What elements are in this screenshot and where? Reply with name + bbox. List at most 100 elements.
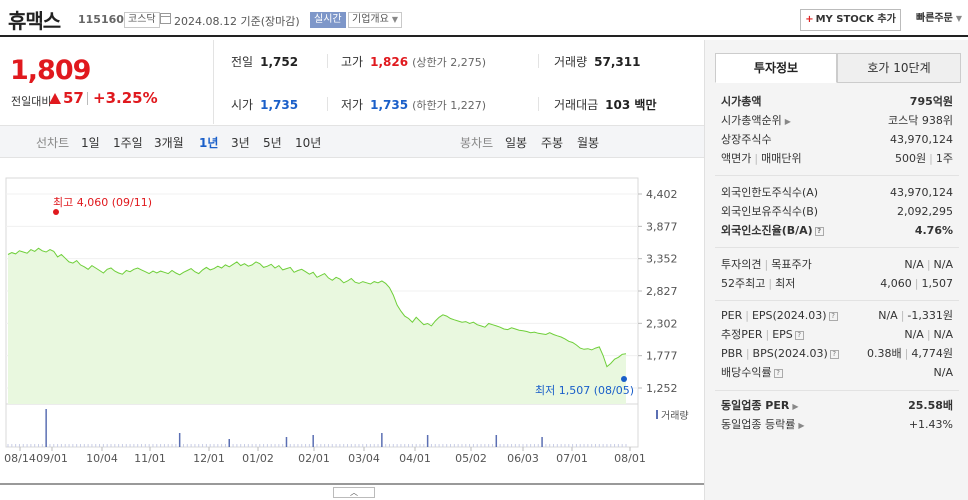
dividend-row: 배당수익률? N/A	[721, 365, 953, 381]
company-info-label: 기업개요	[352, 14, 389, 25]
week52-high-value: 4,060	[880, 277, 912, 290]
open-label: 시가	[231, 98, 254, 112]
prev-close-value: 1,752	[260, 55, 299, 69]
period-1w[interactable]: 1주일	[113, 136, 143, 150]
stock-code: 115160	[78, 13, 124, 26]
price-line	[7, 247, 627, 368]
stock-name: 휴맥스	[8, 9, 61, 33]
lower-limit: (하한가 1,227)	[412, 99, 486, 112]
company-info-dropdown[interactable]: 기업개요 ▼	[348, 12, 402, 28]
divider	[327, 54, 328, 68]
y-tick-label: 1,777	[646, 350, 678, 363]
foreign-ratio-label: 외국인소진율(B/A)	[721, 224, 813, 237]
base-date: 2024.08.12 기준(장마감)	[174, 15, 300, 28]
max-marker	[53, 209, 59, 215]
y-tick-label: 2,302	[646, 317, 678, 330]
investment-info-panel: 투자정보 호가 10단계 시가총액 795억원 시가총액순위 ▶ 코스닥 938위…	[704, 40, 968, 500]
price-change: 57	[63, 89, 84, 107]
tab-order-book[interactable]: 호가 10단계	[837, 53, 961, 83]
x-tick-label: 07/01	[556, 452, 588, 465]
divider	[715, 390, 959, 391]
x-tick-label: 08/01	[614, 452, 646, 465]
period-3y[interactable]: 3년	[231, 136, 250, 150]
foreign-hold-label: 외국인보유주식수(B)	[721, 205, 819, 218]
foreign-hold-row: 외국인보유주식수(B) 2,092,295	[721, 204, 953, 220]
period-5y[interactable]: 5년	[263, 136, 282, 150]
candle-weekly[interactable]: 주봉	[541, 136, 564, 150]
volume-value: 57,311	[594, 55, 641, 69]
volume-legend-swatch	[656, 410, 658, 419]
info-icon[interactable]: ?	[829, 350, 839, 359]
chevron-down-icon: ▼	[391, 15, 398, 24]
chevron-right-icon[interactable]: ▶	[784, 117, 791, 126]
target-label: 목표주가	[771, 258, 812, 271]
x-tick-label: 10/04	[86, 452, 118, 465]
period-1d[interactable]: 1일	[81, 136, 100, 150]
amount-value: 103 백만	[605, 98, 657, 112]
calendar-icon	[160, 13, 171, 24]
info-icon[interactable]: ?	[828, 312, 838, 321]
sector-per-value: 25.58배	[908, 399, 953, 412]
my-stock-label: MY STOCK 추가	[815, 14, 896, 25]
x-tick-label: 12/01	[193, 452, 225, 465]
volume-plot-frame	[5, 403, 639, 448]
divider	[715, 300, 959, 301]
sector-rate-label: 동일업종 등락률	[721, 418, 796, 431]
pbr-bps-row: PBR | BPS(2024.03)? 0.38배 | 4,774원	[721, 347, 953, 360]
per-eps-row: PER | EPS(2024.03)? N/A | -1,331원	[721, 309, 953, 322]
x-tick-label: 01/02	[242, 452, 274, 465]
my-stock-add-button[interactable]: + MY STOCK 추가	[800, 9, 901, 31]
x-tick-label: 06/03	[507, 452, 539, 465]
price-chart[interactable]: 4,402 3,877 3,352 2,827 2,302 1,777 1,252 최고 4,…	[0, 158, 704, 500]
open-value: 1,735	[260, 98, 299, 112]
market-tag: 코스닥	[124, 12, 160, 28]
period-3m[interactable]: 3개월	[154, 136, 184, 150]
sector-per-row: 동일업종 PER ▶ 25.58배	[721, 398, 953, 414]
max-label: 최고 4,060 (09/11)	[53, 196, 152, 209]
target-value: N/A	[933, 258, 953, 271]
rank-label: 시가총액순위	[721, 114, 782, 127]
period-bar: 선차트 1일 1주일 3개월 1년 3년 5년 10년 봉차트 일봉 주봉 월봉	[0, 125, 704, 158]
candle-monthly[interactable]: 월봉	[577, 136, 600, 150]
period-10y[interactable]: 10년	[295, 136, 322, 150]
info-icon[interactable]: ?	[794, 331, 804, 340]
up-arrow-icon	[49, 93, 61, 104]
divider	[715, 175, 959, 176]
divider	[538, 54, 539, 68]
chevron-right-icon[interactable]: ▶	[798, 421, 805, 430]
low-price: 저가 1,735 (하한가 1,227)	[341, 96, 486, 113]
chevron-up-icon[interactable]: ︿	[333, 487, 375, 498]
plus-icon: +	[805, 14, 814, 25]
candle-daily[interactable]: 일봉	[505, 136, 528, 150]
tab-investment-info[interactable]: 투자정보	[715, 53, 837, 83]
price-area	[8, 248, 626, 404]
period-1y[interactable]: 1년	[199, 136, 219, 150]
x-tick-label: 04/01	[399, 452, 431, 465]
open-price: 시가 1,735	[231, 96, 298, 113]
x-tick-label: 05/02	[455, 452, 487, 465]
info-icon[interactable]: ?	[814, 227, 824, 236]
per-value: N/A	[878, 309, 898, 322]
foreign-limit-row: 외국인한도주식수(A) 43,970,124	[721, 185, 953, 201]
low-label: 저가	[341, 98, 364, 112]
quick-order-button[interactable]: 빠른주문 ▼	[916, 9, 962, 31]
sector-per-label: 동일업종 PER	[721, 399, 790, 412]
shares-row: 상장주식수 43,970,124	[721, 132, 953, 148]
candle-chart-label: 봉차트	[460, 136, 494, 150]
y-tick-label: 2,827	[646, 285, 678, 298]
week52-row: 52주최고 | 최저 4,060 | 1,507	[721, 277, 953, 290]
price-box	[0, 40, 214, 124]
divider	[538, 97, 539, 111]
eps-label: EPS(2024.03)	[751, 309, 827, 322]
prev-close: 전일 1,752	[231, 53, 298, 70]
x-tick-label: 03/04	[348, 452, 380, 465]
chevron-down-icon: ▼	[955, 14, 962, 23]
x-tick-label: 02/01	[298, 452, 330, 465]
bps-value: 4,774원	[911, 347, 953, 360]
chevron-right-icon[interactable]: ▶	[792, 402, 799, 411]
quick-order-label: 빠른주문	[916, 13, 953, 24]
est-eps-value: N/A	[933, 328, 953, 341]
realtime-tag[interactable]: 실시간	[310, 12, 346, 28]
info-icon[interactable]: ?	[773, 369, 783, 378]
